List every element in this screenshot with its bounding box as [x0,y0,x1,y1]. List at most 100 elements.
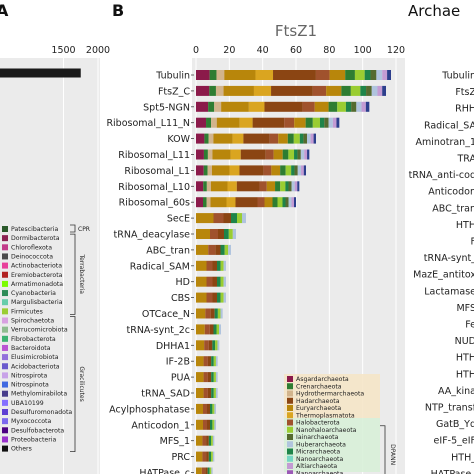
panel-b-bar-segment [203,372,208,383]
panel-b-bar-segment [207,467,210,474]
panel-b-bar-segment [232,229,236,239]
panel-b-bar-segment [206,181,211,192]
panel-c-category-label: GatB_Yq [436,419,474,430]
panel-b-category-label: Acylphosphatase [109,404,190,415]
panel-b-bar-segment [223,85,254,96]
panel-b-bar-segment [332,117,337,128]
panel-b-bar-segment [312,85,327,96]
panel-a-group-label: Gracilicutes [78,366,85,401]
panel-b-bar-segment [304,149,308,160]
panel-b-bar-segment [196,403,203,414]
panel-a-x-tick-label: 1500 [51,45,75,56]
panel-b-bar-segment [196,229,210,239]
panel-c: Archae Tubulin FtsZ RHH Radical_SA Aminotran… [408,2,474,474]
panel-b-bar-segment [259,181,267,192]
panel-a-legend-swatch [2,427,8,434]
panel-b-bar-segment [196,181,204,192]
panel-a-group-bracket [70,224,76,233]
panel-b-category-label: HATPase_c [139,468,190,474]
panel-a-legend-swatch [2,271,8,278]
panel-b-bar-segment [211,165,230,176]
panel-b-legend-swatch [287,470,293,474]
panel-a-legend-swatch [2,326,8,333]
panel-b-category-label: HD [176,277,190,288]
panel-b-bar-segment [202,451,207,462]
panel-b-category-label: Ribosomal_L1 [124,166,190,177]
panel-b-bar-segment [196,372,204,383]
panel-b-bar-segment [209,324,214,335]
panel-b-bar-segment [288,181,292,192]
panel-b-legend: AsgardarchaeotaCrenarchaeotaHydrothermar… [284,374,396,474]
panel-b-bar-segment [219,324,221,335]
panel-b-bar-segment [265,149,274,160]
panel-b-legend-highlight [284,374,380,418]
panel-b-bar-segment [228,244,231,255]
panel-b-bar-segment [211,117,217,128]
panel-a-legend-swatch [2,399,8,406]
panel-b-x-tick-label: 100 [354,45,372,56]
panel-a-legend-label: Margulisbacteria [11,299,63,306]
panel-b-bar-segment [291,165,295,176]
panel-a-legend-swatch [2,244,8,251]
panel-b-bar-segment [215,85,224,96]
panel-a-legend-swatch [2,354,8,361]
panel-b-legend-swatch [287,397,293,404]
panel-b-bar-segment [203,403,207,414]
panel-b-legend-swatch [287,419,293,426]
panel-b-label: B [112,1,124,20]
panel-b-bar-segment [203,419,207,430]
panel-b-bar-segment [196,165,204,176]
panel-b-category-label: tRNA_SAD [141,389,190,400]
panel-a-legend-label: Bacteroidota [11,345,51,352]
panel-b-legend-label: Huberarchaeota [296,441,346,448]
panel-b-bar-segment [214,101,222,112]
panel-b-bar-segment [324,117,329,128]
panel-b-bar-segment [293,133,300,144]
panel-b-category-labels: Tubulin FtsZ_C Spt5-NGN Ribosomal_L11_N KOW R… [106,71,194,474]
panel-b-bar-segment [303,165,306,176]
panel-b-bar-segment [210,229,218,239]
panel-c-category-label: tRNA_anti-cod [409,170,474,181]
panel-b-bar-segment [285,165,292,176]
panel-b-bar-segment [307,133,311,144]
panel-a-legend-swatch [2,344,8,351]
panel-b-bar-segment [310,133,314,144]
panel-a-legend-swatch [2,418,8,425]
panel-b-legend-label: Asgardarchaeota [296,376,349,383]
panel-c-category-label: Anticodon [428,187,474,198]
panel-b-bar-segment [224,244,229,255]
panel-b-category-label: MFS_1 [160,436,190,447]
panel-b-bar-segment [365,101,370,112]
panel-b-bar-segment [208,340,213,351]
panel-b-bar-segment [196,419,203,430]
panel-b-bar-segment [220,292,224,303]
panel-b-bar-segment [196,213,214,224]
panel-b-bar-segment [264,197,273,208]
panel-b-category-label: Ribosomal_L11_N [106,118,190,129]
panel-b-bar-segment [217,260,221,271]
panel-b-bar-segment [212,435,215,446]
panel-b-legend-swatch [287,455,293,462]
panel-a-grid [63,58,99,474]
panel-b-bar-segment [207,149,213,160]
panel-b-bar-segment [196,308,206,319]
panel-b-bar-segment [382,70,388,80]
panel-b-bar-segment [224,229,229,239]
panel-b-bar-segment [341,85,351,96]
panel-c-category-label: eIF-5_eIF [434,436,474,447]
panel-b-legend-label: Nanohaloarchaeota [296,427,357,434]
panel-b-bar-segment [211,388,214,398]
panel-b-bar-segment [266,181,276,192]
panel-b-bar-segment [264,101,303,112]
panel-a-legend-swatch [2,390,8,397]
panel-b-bar-segment [196,244,209,255]
panel-b-bar-segment [211,451,213,462]
panel-b-bar-segment [312,117,320,128]
panel-b-bar-segment [207,388,212,398]
panel-b-bar-segment [196,356,204,367]
panel-b-bar-segment [213,372,216,383]
panel-a-label: A [0,1,9,20]
panel-c-title: Archae [408,2,460,20]
panel-b-bar-segment [382,85,386,96]
